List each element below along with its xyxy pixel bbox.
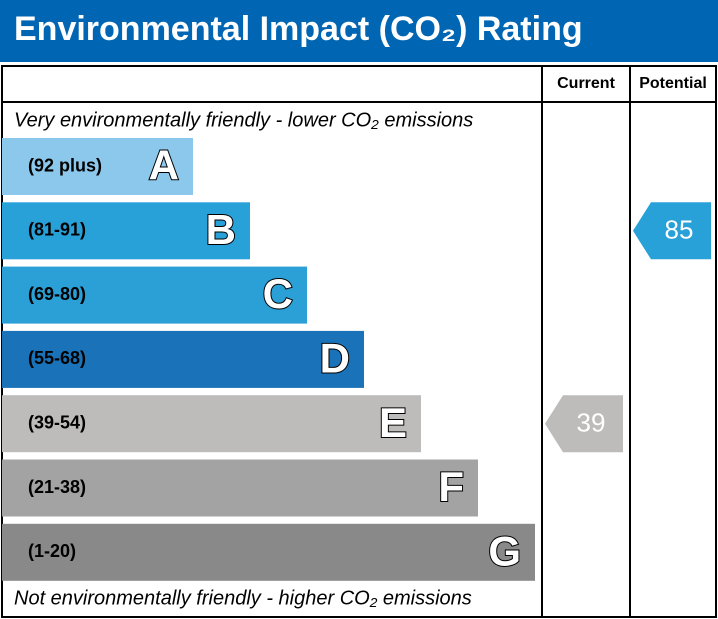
column-header: Current xyxy=(557,75,615,92)
band-letter: F xyxy=(438,463,464,510)
band-bar xyxy=(2,523,535,581)
rating-value: 85 xyxy=(665,215,694,245)
band-range: (92 plus) xyxy=(28,155,102,175)
band-range: (81-91) xyxy=(28,220,86,240)
band-bar xyxy=(2,459,478,517)
title: Environmental Impact (CO₂) Rating xyxy=(14,10,583,48)
band-range: (69-80) xyxy=(28,284,86,304)
note-top: Very environmentally friendly - lower CO… xyxy=(14,109,473,131)
column-header: Potential xyxy=(639,75,707,92)
band-range: (21-38) xyxy=(28,477,86,497)
band-range: (55-68) xyxy=(28,348,86,368)
band-letter: A xyxy=(149,142,179,189)
band-bar xyxy=(2,395,421,453)
band-bar xyxy=(2,330,364,388)
band-range: (1-20) xyxy=(28,541,76,561)
note-bottom: Not environmentally friendly - higher CO… xyxy=(14,587,472,609)
band-letter: E xyxy=(379,399,407,446)
band-range: (39-54) xyxy=(28,412,86,432)
band-letter: B xyxy=(206,206,236,253)
band-letter: D xyxy=(320,334,350,381)
rating-arrow xyxy=(633,202,711,260)
rating-value: 39 xyxy=(577,408,606,438)
band-bar xyxy=(2,138,193,195)
band-letter: G xyxy=(488,527,521,574)
band-letter: C xyxy=(263,270,293,317)
band-bar xyxy=(2,266,307,324)
title-bar xyxy=(0,0,718,62)
band-bar xyxy=(2,202,250,260)
rating-arrow xyxy=(545,395,623,453)
